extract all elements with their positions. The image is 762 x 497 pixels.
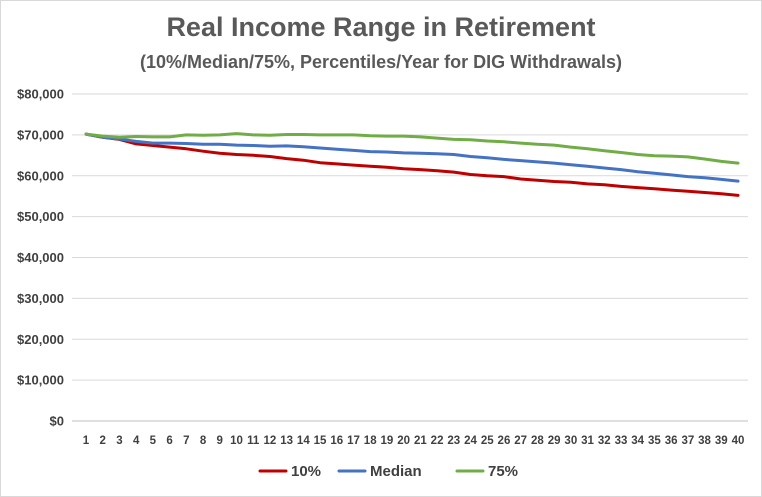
x-tick-label: 22: [431, 435, 444, 447]
x-tick-label: 19: [381, 435, 394, 447]
x-tick-label: 27: [514, 435, 527, 447]
x-tick-label: 5: [150, 435, 157, 447]
x-tick-label: 24: [464, 435, 477, 447]
x-tick-label: 11: [247, 435, 260, 447]
x-tick-label: 3: [116, 435, 122, 447]
x-tick-label: 20: [397, 435, 410, 447]
x-tick-label: 28: [531, 435, 544, 447]
x-tick-label: 40: [732, 435, 745, 447]
legend-label: 75%: [488, 463, 518, 480]
x-tick-label: 2: [100, 435, 106, 447]
x-tick-label: 32: [598, 435, 611, 447]
y-tick-label: $70,000: [17, 127, 64, 142]
y-tick-label: $0: [50, 414, 64, 429]
x-tick-label: 35: [648, 435, 661, 447]
legend: 10% Median 75%: [258, 463, 518, 480]
x-tick-label: 36: [665, 435, 678, 447]
x-tick-label: 37: [681, 435, 694, 447]
x-tick-label: 25: [481, 435, 494, 447]
y-tick-label: $50,000: [17, 209, 64, 224]
y-tick-label: $60,000: [17, 168, 64, 183]
legend-label: Median: [370, 463, 422, 480]
y-tick-label: $20,000: [17, 332, 64, 347]
y-tick-label: $10,000: [17, 373, 64, 388]
y-tick-label: $40,000: [17, 250, 64, 265]
x-tick-label: 8: [200, 435, 207, 447]
x-tick-label: 14: [297, 435, 310, 447]
x-tick-label: 21: [414, 435, 427, 447]
series-line-median: [84, 132, 740, 183]
x-tick-label: 23: [447, 435, 460, 447]
x-tick-label: 10: [230, 435, 243, 447]
x-tick-label: 29: [548, 435, 561, 447]
x-tick-label: 18: [364, 435, 377, 447]
x-tick-label: 6: [166, 435, 172, 447]
x-axis-labels: 1 2 3 4 5 6 7 8 9 10 11 12 13 14 15 16 17 18 19 20 21 22 23 24 2…: [83, 435, 745, 447]
y-tick-label: $30,000: [17, 291, 64, 306]
x-tick-label: 7: [183, 435, 189, 447]
x-tick-label: 31: [581, 435, 594, 447]
x-tick-label: 1: [83, 435, 90, 447]
gridlines: [72, 93, 748, 422]
x-tick-label: 12: [263, 435, 276, 447]
legend-label: 10%: [291, 463, 321, 480]
x-tick-label: 4: [133, 435, 140, 447]
x-tick-label: 9: [217, 435, 223, 447]
x-tick-label: 38: [698, 435, 711, 447]
x-tick-label: 13: [280, 435, 293, 447]
x-tick-label: 17: [347, 435, 360, 447]
x-tick-label: 16: [330, 435, 343, 447]
series-lines: [84, 132, 740, 197]
chart-subtitle: (10%/Median/75%, Percentiles/Year for DI…: [139, 52, 622, 72]
x-tick-label: 34: [631, 435, 644, 447]
x-tick-label: 30: [564, 435, 577, 447]
y-axis-labels: $0 $10,000 $20,000 $30,000 $40,000 $50,000 $60…: [17, 87, 64, 429]
series-line-75: [84, 132, 740, 165]
chart-title: Real Income Range in Retirement: [166, 12, 596, 42]
x-tick-label: 26: [498, 435, 511, 447]
y-tick-label: $80,000: [17, 87, 64, 102]
series-line-10: [84, 132, 740, 197]
x-tick-label: 39: [715, 435, 728, 447]
x-tick-label: 33: [615, 435, 628, 447]
x-tick-label: 15: [314, 435, 327, 447]
